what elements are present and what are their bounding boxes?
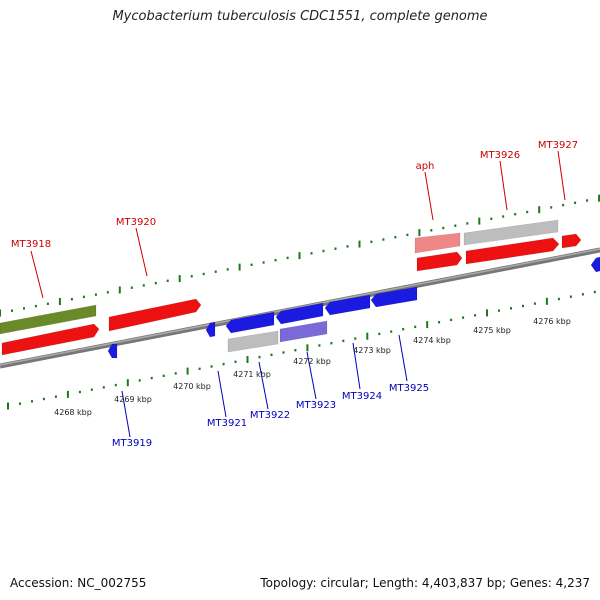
gene-MT3918-arrow[interactable] bbox=[1, 323, 100, 356]
ruler-label-4271: 4271 kbp bbox=[233, 370, 271, 379]
ruler-label-4273: 4273 kbp bbox=[353, 346, 391, 355]
genome-summary-text: Topology: circular; Length: 4,403,837 bp… bbox=[260, 576, 590, 590]
reverse-genes bbox=[107, 256, 600, 359]
gene-MT3927-arrow[interactable] bbox=[561, 233, 582, 249]
gene-label-MT3924: MT3924 bbox=[342, 391, 382, 402]
gene-label-aph: aph bbox=[416, 161, 435, 172]
gene-MT3926-gray[interactable] bbox=[463, 219, 559, 246]
gene-label-MT3921: MT3921 bbox=[207, 418, 247, 429]
top-gene-labels: MT3918 MT3920 aph MT3926 MT3927 bbox=[11, 140, 578, 250]
gene-olive-MT3918-region[interactable] bbox=[0, 304, 97, 335]
gene-MT3926-arrow[interactable] bbox=[465, 237, 560, 265]
bottom-label-leaders bbox=[121, 334, 408, 438]
gene-edge-arrow[interactable] bbox=[590, 256, 600, 273]
gene-aph-arrow[interactable] bbox=[416, 251, 463, 272]
gene-label-MT3926: MT3926 bbox=[480, 150, 520, 161]
backbone-highlight bbox=[0, 248, 600, 366]
gene-label-MT3919: MT3919 bbox=[112, 438, 152, 449]
gene-MT3919-arrow[interactable] bbox=[107, 343, 118, 359]
ruler-labels: 4268 kbp 4269 kbp 4270 kbp 4271 kbp 4272… bbox=[54, 317, 571, 417]
gene-MT3925-arrow[interactable] bbox=[370, 286, 418, 308]
gene-MT3921-gray[interactable] bbox=[227, 330, 279, 353]
gene-MT3923-light[interactable] bbox=[279, 320, 328, 343]
ruler-label-4275: 4275 kbp bbox=[473, 326, 511, 335]
gene-MT3921-arrow[interactable] bbox=[225, 311, 275, 334]
gene-MT3922-arrow[interactable] bbox=[275, 302, 324, 325]
gene-label-MT3923: MT3923 bbox=[296, 400, 336, 411]
genome-title: Mycobacterium tuberculosis CDC1551, comp… bbox=[112, 9, 488, 24]
gene-label-MT3922: MT3922 bbox=[250, 410, 290, 421]
bottom-ruler-ticks bbox=[7, 290, 596, 410]
ruler-label-4274: 4274 kbp bbox=[413, 336, 451, 345]
ruler-label-4269: 4269 kbp bbox=[114, 395, 152, 404]
gene-label-MT3925: MT3925 bbox=[389, 383, 429, 394]
gene-MT3924-arrow[interactable] bbox=[324, 294, 371, 316]
ruler-label-4272: 4272 kbp bbox=[293, 357, 331, 366]
gene-MT3921-small[interactable] bbox=[205, 321, 216, 338]
gene-MT3920-arrow[interactable] bbox=[108, 298, 202, 332]
gene-label-MT3927: MT3927 bbox=[538, 140, 578, 151]
accession-text: Accession: NC_002755 bbox=[10, 576, 147, 590]
gene-aph-light[interactable] bbox=[414, 232, 461, 254]
ruler-label-4276: 4276 kbp bbox=[533, 317, 571, 326]
gene-label-MT3920: MT3920 bbox=[116, 217, 156, 228]
ruler-label-4268: 4268 kbp bbox=[54, 408, 92, 417]
bottom-gene-labels: MT3919 MT3921 MT3922 MT3923 MT3924 MT392… bbox=[112, 383, 429, 449]
forward-genes bbox=[0, 219, 582, 356]
ruler-label-4270: 4270 kbp bbox=[173, 382, 211, 391]
gene-label-MT3918: MT3918 bbox=[11, 239, 51, 250]
top-label-leaders bbox=[30, 150, 566, 299]
top-ruler-ticks bbox=[0, 194, 600, 317]
